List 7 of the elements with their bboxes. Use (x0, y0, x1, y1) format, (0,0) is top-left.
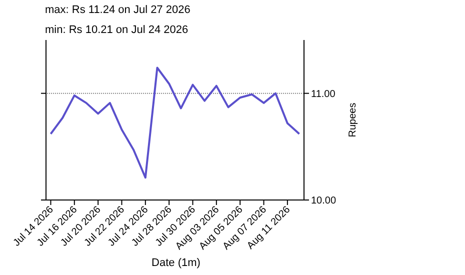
line-series (50, 66, 300, 179)
y-axis-title: Rupees (348, 102, 359, 138)
y-tick-label: 11.00 (311, 88, 336, 100)
y-tick-label: 10.00 (311, 196, 336, 207)
x-axis-title: Date (1m) (152, 257, 200, 269)
chart-title: max: Rs 11.24 on Jul 27 2026 (45, 4, 190, 16)
chart-subtitle: min: Rs 10.21 on Jul 24 2026 (45, 24, 188, 36)
